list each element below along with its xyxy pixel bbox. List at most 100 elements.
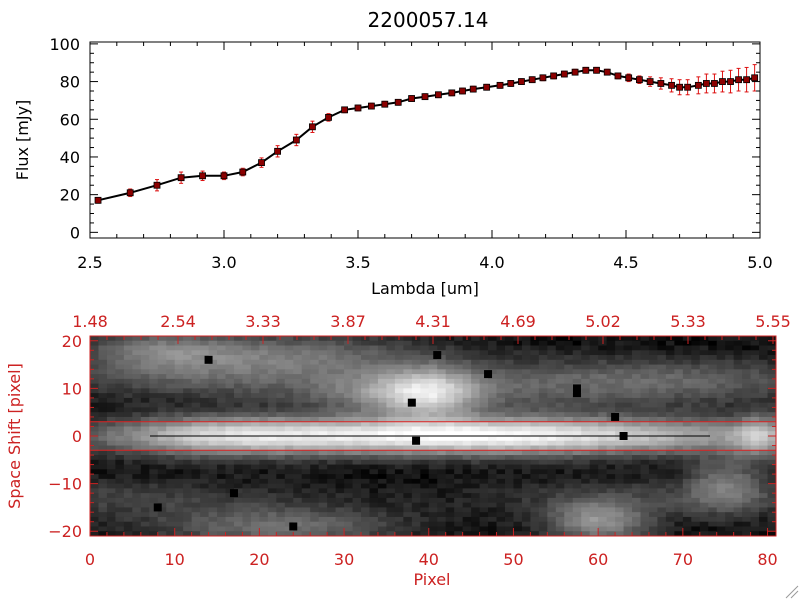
- image-pixel: [488, 340, 498, 347]
- image-pixel: [200, 350, 210, 356]
- image-pixel: [106, 345, 116, 351]
- image-pixel: [352, 445, 362, 451]
- image-pixel: [699, 507, 709, 513]
- image-pixel: [132, 507, 142, 513]
- image-pixel: [428, 383, 438, 389]
- image-pixel: [420, 359, 430, 366]
- top-tick-label: 5.02: [585, 312, 621, 331]
- image-pixel: [462, 436, 472, 442]
- image-pixel: [327, 526, 337, 532]
- image-pixel: [615, 402, 625, 408]
- image-pixel: [140, 416, 150, 423]
- image-pixel: [352, 388, 362, 394]
- image-pixel: [471, 421, 481, 427]
- image-pixel: [708, 383, 718, 389]
- image-pixel: [428, 531, 438, 537]
- image-pixel: [547, 469, 557, 475]
- resize-grip-icon[interactable]: [785, 585, 799, 599]
- image-pixel: [606, 531, 616, 537]
- image-pixel: [267, 369, 277, 375]
- image-pixel: [361, 507, 370, 513]
- image-pixel: [106, 497, 116, 504]
- image-pixel: [725, 378, 735, 385]
- image-pixel: [233, 388, 243, 394]
- image-pixel: [513, 364, 523, 370]
- image-pixel: [733, 336, 743, 342]
- image-pixel: [369, 445, 379, 451]
- image-pixel: [682, 407, 692, 413]
- image-pixel: [572, 493, 582, 499]
- image-pixel: [174, 359, 184, 366]
- image-pixel: [123, 383, 133, 389]
- image-pixel: [123, 402, 133, 408]
- image-pixel: [513, 426, 523, 432]
- image-pixel: [750, 488, 760, 494]
- image-pixel: [462, 464, 472, 470]
- image-pixel: [589, 516, 599, 523]
- image-pixel: [428, 364, 438, 370]
- image-pixel: [420, 512, 430, 518]
- image-pixel: [183, 469, 193, 475]
- image-pixel: [369, 340, 379, 347]
- image-pixel: [259, 416, 269, 423]
- image-pixel: [488, 421, 498, 427]
- image-pixel: [106, 340, 116, 347]
- image-pixel: [623, 531, 633, 537]
- image-pixel: [615, 450, 625, 456]
- image-pixel: [742, 412, 752, 418]
- image-pixel: [140, 340, 150, 347]
- image-pixel: [513, 526, 523, 532]
- image-pixel: [598, 526, 608, 532]
- image-pixel: [301, 374, 311, 380]
- image-pixel: [454, 483, 464, 489]
- image-pixel: [233, 431, 243, 437]
- image-pixel: [462, 531, 472, 537]
- image-pixel: [547, 531, 557, 537]
- image-pixel: [166, 416, 176, 423]
- image-pixel: [242, 526, 252, 532]
- image-pixel: [488, 464, 498, 470]
- image-pixel: [462, 526, 472, 532]
- image-pixel: [547, 355, 557, 361]
- image-pixel: [725, 469, 735, 475]
- image-pixel: [293, 450, 303, 456]
- image-pixel: [250, 407, 260, 413]
- image-pixel: [191, 512, 201, 518]
- image-pixel: [361, 459, 370, 466]
- image-pixel: [665, 412, 675, 418]
- image-pixel: [233, 531, 243, 537]
- image-pixel: [259, 383, 269, 389]
- image-pixel: [759, 340, 769, 347]
- image-pixel: [132, 502, 142, 508]
- image-pixel: [504, 374, 514, 380]
- image-pixel: [140, 350, 150, 356]
- image-pixel: [640, 336, 650, 342]
- image-pixel: [538, 497, 548, 504]
- image-pixel: [369, 531, 379, 537]
- image-pixel: [699, 393, 709, 399]
- image-pixel: [572, 345, 582, 351]
- image-pixel: [183, 455, 193, 461]
- image-pixel: [691, 412, 701, 418]
- image-pixel: [335, 402, 345, 408]
- image-pixel: [191, 445, 201, 451]
- image-pixel: [293, 478, 303, 485]
- image-pixel: [632, 412, 641, 418]
- data-point: [94, 196, 102, 204]
- image-pixel: [335, 364, 345, 370]
- image-pixel: [420, 507, 430, 513]
- image-pixel: [699, 407, 709, 413]
- image-pixel: [504, 397, 514, 404]
- image-pixel: [742, 350, 752, 356]
- image-pixel: [530, 526, 540, 532]
- image-pixel: [733, 464, 743, 470]
- image-pixel: [217, 502, 227, 508]
- image-pixel: [767, 388, 777, 394]
- image-pixel: [208, 340, 218, 347]
- image-pixel: [157, 455, 167, 461]
- image-pixel: [174, 445, 184, 451]
- image-pixel: [208, 455, 218, 461]
- image-pixel: [411, 531, 421, 537]
- image-pixel: [411, 493, 421, 499]
- image-pixel: [767, 493, 777, 499]
